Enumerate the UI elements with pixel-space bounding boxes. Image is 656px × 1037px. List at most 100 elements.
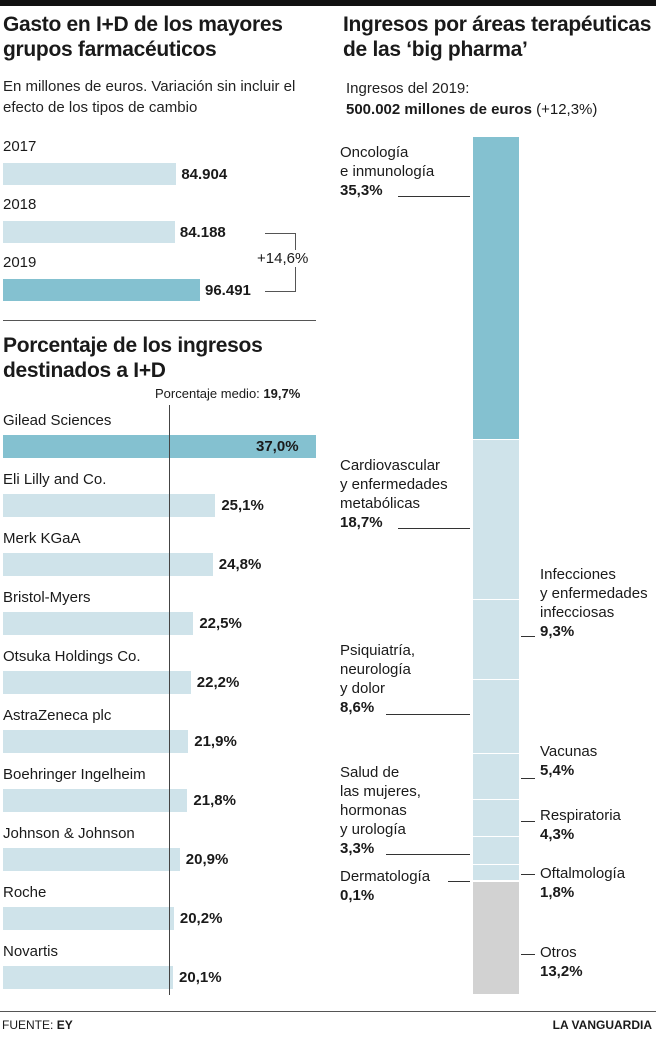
top-rule	[0, 0, 656, 6]
company-label: Novartis	[3, 943, 59, 960]
company-label: Eli Lilly and Co.	[3, 471, 107, 488]
company-label: Johnson & Johnson	[3, 825, 135, 842]
revenue-total-change: (+12,3%)	[536, 101, 598, 118]
average-label-text: Porcentaje medio:	[155, 386, 260, 401]
segment	[473, 600, 519, 681]
average-line	[168, 405, 170, 995]
revenue-areas-title: Ingresos por áreas terapéuticas de las ‘…	[343, 13, 652, 61]
company-bar	[3, 966, 174, 989]
area-label-line: las mujeres,	[340, 783, 421, 800]
area-label: Vacunas 5,4%	[540, 742, 597, 780]
company-bar	[3, 907, 174, 930]
area-label-line: Respiratoria	[540, 807, 621, 824]
company-label: Roche	[3, 884, 47, 901]
company-bar	[3, 789, 188, 812]
segment	[473, 800, 519, 838]
area-value: 18,7%	[340, 514, 383, 531]
year-value: 84.904	[181, 166, 228, 183]
leader-line	[398, 196, 470, 197]
company-label: Otsuka Holdings Co.	[3, 648, 141, 665]
area-label: Otros 13,2%	[540, 943, 583, 981]
leader-line	[521, 636, 535, 637]
area-label-line: y enfermedades	[340, 476, 448, 493]
average-label-value: 19,7%	[263, 386, 301, 401]
area-label-line: y dolor	[340, 680, 386, 697]
area-label-line: metabólicas	[340, 495, 421, 512]
area-value: 0,1%	[340, 887, 375, 904]
area-label-line: Infecciones	[540, 566, 616, 583]
average-label: Porcentaje medio: 19,7%	[155, 386, 300, 401]
year-label: 2018	[3, 196, 37, 213]
area-label: Respiratoria 4,3%	[540, 806, 621, 844]
company-value: 22,5%	[199, 615, 242, 632]
leader-line	[521, 821, 535, 822]
year-bar	[3, 163, 177, 185]
segment	[473, 880, 519, 882]
area-label: Psiquiatría, neurología y dolor 8,6%	[340, 641, 415, 717]
leader-line	[521, 874, 535, 875]
year-label: 2019	[3, 254, 37, 271]
area-label-line: Psiquiatría,	[340, 642, 416, 659]
rd-spend-chart: 2017 84.904 2018 84.188 2019 96.491 +14,6%	[0, 130, 330, 310]
area-value: 1,8%	[540, 884, 575, 901]
rd-share-chart: Gilead Sciences 37,0% Eli Lilly and Co. 25,…	[0, 405, 330, 1000]
change-annotation: +14,6%	[256, 250, 310, 267]
source-value: EY	[56, 1018, 73, 1032]
year-value: 84.188	[179, 224, 226, 241]
company-label: Boehringer Ingelheim	[3, 766, 146, 783]
company-value: 37,0%	[256, 438, 299, 455]
area-label-line: Salud de	[340, 764, 400, 781]
area-label: Salud de las mujeres, hormonas y urología 3,…	[340, 763, 421, 858]
company-label: Merk KGaA	[3, 530, 81, 547]
area-label-line: Oncología	[340, 144, 409, 161]
area-value: 5,4%	[540, 762, 575, 779]
area-value: 35,3%	[340, 182, 383, 199]
area-value: 9,3%	[540, 623, 575, 640]
area-label: Dermatología 0,1%	[340, 867, 430, 905]
company-label: Gilead Sciences	[3, 412, 112, 429]
area-label: Infecciones y enfermedades infecciosas 9,3%	[540, 565, 648, 641]
area-value: 13,2%	[540, 963, 583, 980]
company-bar	[3, 671, 191, 694]
segment	[473, 865, 519, 881]
revenue-areas-chart: Oncología e inmunología 35,3% Cardiovascula…	[330, 130, 656, 1010]
company-label: Bristol-Myers	[3, 589, 91, 606]
segment	[473, 837, 519, 866]
leader-line	[521, 954, 535, 955]
company-value: 25,1%	[221, 497, 264, 514]
brand-logo: LA VANGUARDIA	[552, 1018, 652, 1032]
year-bar	[3, 279, 200, 301]
company-value: 20,2%	[179, 910, 223, 927]
revenue-total: 500.002 millones de euros (+12,3%)	[346, 101, 597, 118]
year-bar	[3, 221, 175, 243]
source: FUENTE: EY	[2, 1018, 73, 1032]
leader-line	[398, 528, 470, 529]
area-value: 3,3%	[340, 840, 375, 857]
company-value: 21,8%	[193, 792, 236, 809]
company-value: 20,1%	[179, 969, 222, 986]
area-label-line: Otros	[540, 944, 577, 961]
rd-share-title: Porcentaje de los ingresos destinados a …	[3, 334, 263, 382]
leader-line	[521, 778, 535, 779]
company-bar	[3, 494, 216, 517]
leader-line	[386, 714, 470, 715]
area-label-line: infecciosas	[540, 604, 615, 621]
area-label-line: hormonas	[340, 802, 407, 819]
area-label-line: Vacunas	[540, 743, 598, 760]
source-label: FUENTE:	[2, 1018, 54, 1032]
segment	[473, 680, 519, 754]
area-label: Oftalmología 1,8%	[540, 864, 625, 902]
area-value: 4,3%	[540, 826, 575, 843]
company-bar	[3, 553, 213, 576]
leader-line	[386, 854, 470, 855]
area-label-line: neurología	[340, 661, 411, 678]
section-divider	[3, 320, 316, 321]
year-label: 2017	[3, 138, 37, 155]
company-value: 20,9%	[185, 851, 229, 868]
area-label-line: Cardiovascular	[340, 457, 441, 474]
revenue-note-label: Ingresos del 2019:	[346, 80, 470, 97]
company-bar	[3, 848, 180, 871]
segment	[473, 753, 519, 801]
area-label-line: Dermatología	[340, 868, 431, 885]
company-bar	[3, 435, 316, 458]
